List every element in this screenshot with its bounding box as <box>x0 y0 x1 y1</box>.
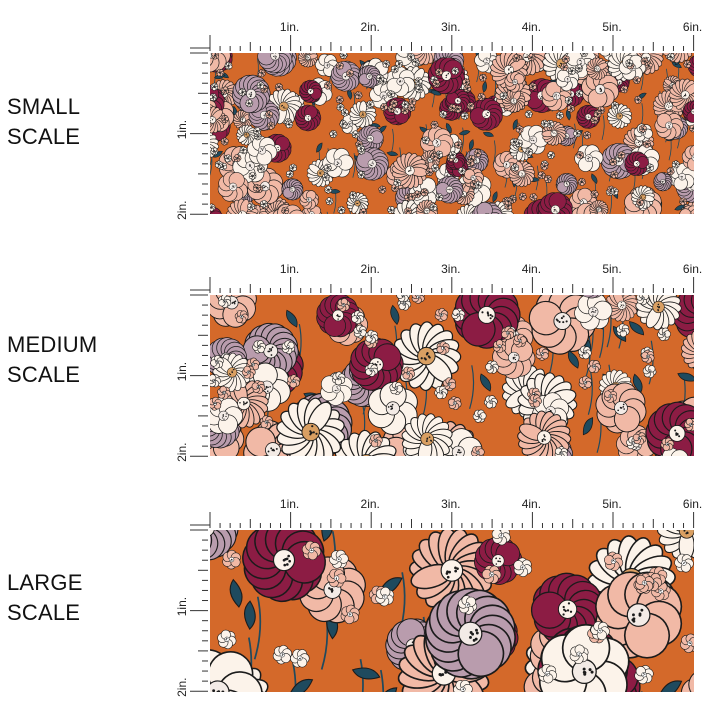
flower-icon <box>217 171 249 203</box>
flower-icon <box>581 70 619 109</box>
flower-icon <box>299 79 323 104</box>
leaf-icon <box>347 88 353 100</box>
flower-icon <box>508 160 536 188</box>
ruler-label: 5in. <box>602 262 621 276</box>
ruler-medium: 1in. 2in. 3in. 4in. 5in. 6in. 1in. 2in. <box>175 262 702 462</box>
ruler-label: 2in. <box>361 262 380 276</box>
vertical-ruler: 1in. 2in. <box>175 524 210 697</box>
ruler-label: 1in. <box>280 497 299 511</box>
scale-label-medium: MEDIUM SCALE <box>7 330 97 390</box>
flower-icon <box>538 192 573 214</box>
flower-icon <box>541 121 567 146</box>
scale-label-line2: SCALE <box>7 362 81 387</box>
flower-icon <box>232 109 254 131</box>
leaf-icon <box>445 122 452 134</box>
leaf-icon <box>458 130 471 136</box>
horizontal-ruler: 1in. 2in. 3in. 4in. 5in. 6in. <box>209 262 702 293</box>
ruler-label: 6in. <box>683 497 702 511</box>
flower-icon <box>653 172 673 192</box>
leaf-icon <box>469 139 474 151</box>
ruler-label: 4in. <box>522 20 541 34</box>
ruler-label: 3in. <box>441 262 460 276</box>
flower-icon <box>493 151 521 179</box>
section-small-scale: SMALL SCALE <box>0 0 720 240</box>
flower-icon <box>502 89 526 113</box>
flower-icon <box>257 53 293 74</box>
scale-label-line1: SMALL <box>7 94 81 119</box>
flower-icon <box>682 100 694 123</box>
ruler-label: 2in. <box>175 201 189 220</box>
leaf-icon <box>482 81 487 93</box>
ruler-label: 3in. <box>441 497 460 511</box>
flower-icon <box>294 104 322 132</box>
leaf-icon <box>492 191 498 203</box>
ruler-large: 1in. 2in. 3in. 4in. 5in. 6in. 1in. 2in. <box>175 497 702 697</box>
fabric-swatch-small <box>210 53 694 214</box>
flower-icon <box>314 53 339 77</box>
flower-icon <box>654 110 684 141</box>
ruler-label: 6in. <box>683 20 702 34</box>
flower-icon <box>469 97 503 131</box>
ruler-label: 2in. <box>175 443 189 462</box>
scale-label-line1: MEDIUM <box>7 332 98 357</box>
leaf-icon <box>386 151 399 157</box>
leaf-icon <box>591 173 598 184</box>
ruler-label: 3in. <box>441 20 460 34</box>
ruler-label: 1in. <box>280 262 299 276</box>
leaf-icon <box>512 118 518 130</box>
flower-icon <box>668 78 694 112</box>
ruler-label: 1in. <box>175 120 189 139</box>
flower-icon <box>322 148 354 178</box>
flower-icon <box>679 205 694 214</box>
flower-icon <box>681 144 694 172</box>
ruler-label: 1in. <box>175 597 189 616</box>
flower-icon <box>541 80 572 111</box>
ruler-label: 5in. <box>602 497 621 511</box>
vertical-ruler: 1in. 2in. <box>175 47 210 220</box>
horizontal-ruler: 1in. 2in. 3in. 4in. 5in. 6in. <box>209 497 702 528</box>
ruler-label: 4in. <box>522 262 541 276</box>
ruler-small: 1in. 2in. 3in. 4in. 5in. 6in. 1in. 2in. <box>175 20 702 220</box>
ruler-label: 2in. <box>361 497 380 511</box>
flower-icon <box>555 173 578 196</box>
leaf-icon <box>316 142 323 153</box>
flower-icon <box>624 151 649 176</box>
flower-icon <box>355 147 389 181</box>
ruler-label: 1in. <box>175 362 189 381</box>
scale-label-small: SMALL SCALE <box>7 92 80 152</box>
horizontal-ruler: 1in. 2in. 3in. 4in. 5in. 6in. <box>209 20 702 51</box>
scale-label-line2: SCALE <box>7 124 81 149</box>
flower-icon <box>281 178 304 201</box>
scale-label-line1: LARGE <box>7 570 83 595</box>
flower-icon <box>386 66 416 97</box>
vertical-ruler: 1in. 2in. <box>175 289 210 462</box>
ruler-label: 6in. <box>683 262 702 276</box>
flower-icon <box>471 201 503 214</box>
flower-icon <box>606 103 633 129</box>
ruler-label: 2in. <box>175 678 189 697</box>
scale-label-line2: SCALE <box>7 600 81 625</box>
scale-label-large: LARGE SCALE <box>7 568 83 628</box>
flower-icon <box>297 53 318 68</box>
ruler-label: 5in. <box>602 20 621 34</box>
flower-icon <box>435 175 464 204</box>
ruler-label: 2in. <box>361 20 380 34</box>
leaf-icon <box>482 131 494 137</box>
ruler-label: 4in. <box>522 497 541 511</box>
flower-icon <box>668 162 694 191</box>
flower-icon <box>299 190 319 210</box>
ruler-label: 1in. <box>280 20 299 34</box>
